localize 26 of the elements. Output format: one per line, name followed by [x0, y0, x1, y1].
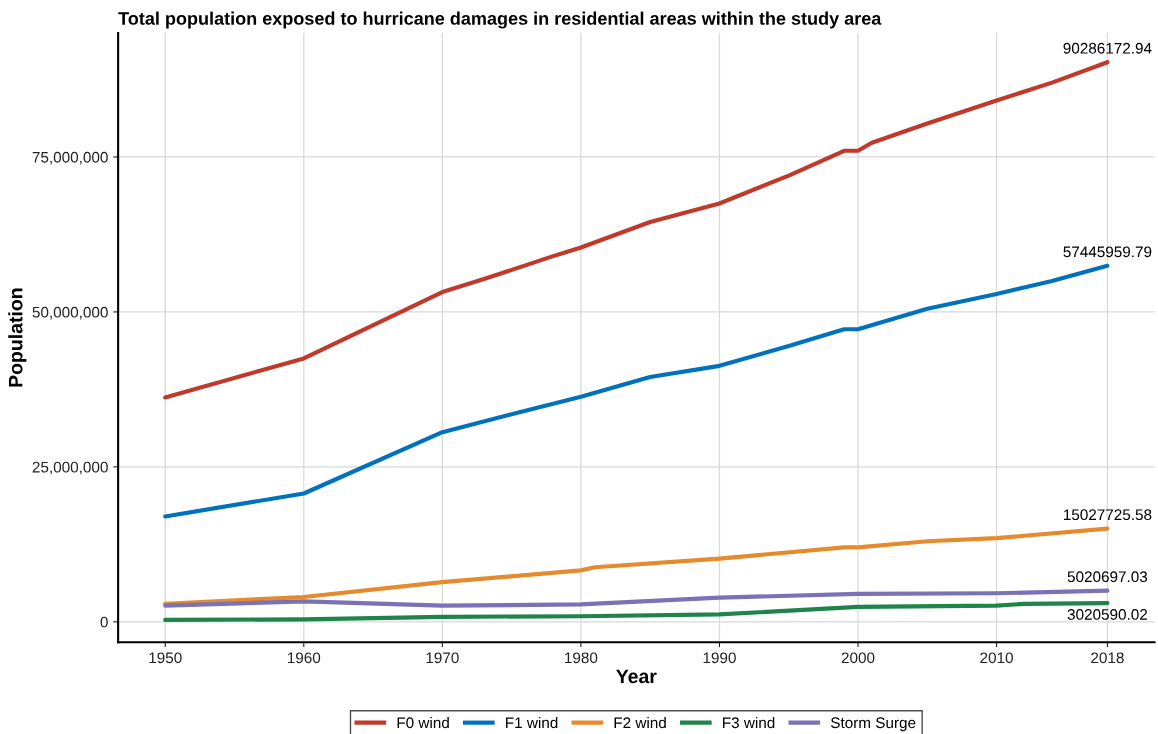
x-axis-title: Year — [616, 669, 657, 684]
data-label: 90286172.94 — [1063, 42, 1152, 54]
x-tick-label: 1960 — [287, 652, 321, 664]
data-label: 5020697.03 — [1067, 571, 1148, 583]
x-tick-label: 2000 — [841, 652, 875, 664]
y-tick-label: 25,000,000 — [32, 461, 108, 475]
chart-title: Total population exposed to hurricane damages in residential areas within the study area — [118, 11, 882, 29]
y-tick-label: 0 — [100, 616, 108, 628]
line-series — [163, 588, 1110, 608]
y-tick-label: 75,000,000 — [32, 151, 108, 165]
legend-label: Storm Surge — [830, 717, 916, 732]
x-tick-label: 2018 — [1091, 652, 1124, 664]
x-tick-label: 1990 — [703, 652, 736, 664]
data-label: 57445959.79 — [1063, 246, 1152, 258]
data-label: 15027725.58 — [1063, 509, 1152, 521]
x-tick-label: 1950 — [149, 652, 182, 664]
legend-label: F3 wind — [723, 716, 775, 729]
legend-label: F1 wind — [506, 716, 558, 729]
legend-label: F0 wind — [397, 716, 449, 729]
x-tick-label: 1970 — [426, 652, 459, 664]
y-axis-title: Population — [8, 288, 27, 387]
x-tick-label: 2010 — [980, 652, 1013, 664]
data-label: 3020590.02 — [1067, 609, 1148, 620]
x-tick-label: 1980 — [565, 652, 598, 664]
y-tick-label: 50,000,000 — [32, 306, 108, 320]
legend-label: F2 wind — [614, 716, 666, 729]
